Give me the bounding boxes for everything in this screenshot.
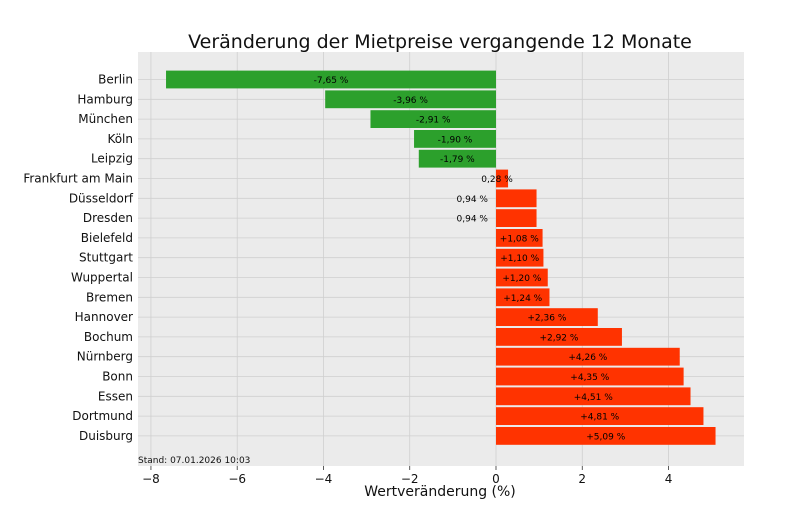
x-tick-label: −6 xyxy=(228,472,246,486)
bar-düsseldorf xyxy=(495,189,537,208)
bar-leipzig xyxy=(418,149,496,168)
timestamp-annotation: Stand: 07.01.2026 10:03 xyxy=(138,456,250,466)
bar-frankfurt-am-main xyxy=(495,169,509,188)
data-label: -1,79 % xyxy=(440,155,475,165)
bar-bonn xyxy=(495,367,684,386)
bar-nürnberg xyxy=(495,347,680,366)
category-label: Dortmund xyxy=(72,409,133,423)
x-axis-label: Wertveränderung (%) xyxy=(364,484,516,500)
category-label: Stuttgart xyxy=(79,251,133,265)
data-labels: -7,65 % -3,96 % -2,91 % -1,90 % -1,79 % 0,28 … xyxy=(314,76,626,442)
data-label: +4,35 % xyxy=(570,373,609,383)
category-label: Bonn xyxy=(102,370,133,384)
chart-title: Veränderung der Mietpreise vergangende 1… xyxy=(188,31,692,53)
category-label: Dresden xyxy=(83,211,133,225)
bar-dresden xyxy=(495,209,537,227)
data-label: 0,94 % xyxy=(457,215,489,225)
x-tick-label: −2 xyxy=(401,472,419,486)
bar-bochum xyxy=(495,328,622,346)
bar-hannover xyxy=(495,308,598,326)
x-tick-label: −4 xyxy=(315,472,333,486)
bar-bremen xyxy=(495,288,550,307)
category-labels: Berlin Hamburg München Köln Leipzig Frankfurt… xyxy=(23,73,133,443)
category-label: Bochum xyxy=(84,330,133,344)
x-tick-label: 0 xyxy=(492,472,500,486)
data-label: -1,90 % xyxy=(438,135,473,145)
data-label: +1,08 % xyxy=(500,234,539,244)
category-label: Duisburg xyxy=(79,429,133,443)
data-label: +4,81 % xyxy=(580,413,619,423)
category-label: Frankfurt am Main xyxy=(23,172,133,186)
data-label: -7,65 % xyxy=(314,76,349,86)
data-label: 0,94 % xyxy=(457,195,489,205)
data-label: -3,96 % xyxy=(393,96,428,106)
bar-münchen xyxy=(370,110,496,128)
bar-wuppertal xyxy=(495,268,548,287)
data-label: +2,36 % xyxy=(527,314,566,324)
x-tick-label: 4 xyxy=(665,472,673,486)
bar-bielefeld xyxy=(495,229,543,247)
data-label: +5,09 % xyxy=(586,432,625,442)
data-label: -2,91 % xyxy=(416,116,451,126)
x-tick-label: 2 xyxy=(578,472,586,486)
data-label: +1,20 % xyxy=(502,274,541,284)
bar-berlin xyxy=(166,70,496,89)
category-label: Bielefeld xyxy=(81,231,133,245)
category-label: Hamburg xyxy=(77,92,133,106)
category-label: Essen xyxy=(98,389,133,403)
category-label: Düsseldorf xyxy=(69,191,134,205)
data-label: +1,24 % xyxy=(503,294,542,304)
bar-köln xyxy=(414,130,496,148)
bars xyxy=(166,70,716,445)
x-axis-ticks: −8 −6 −4 −2 0 2 4 xyxy=(142,466,672,486)
category-label: Berlin xyxy=(98,73,133,87)
category-label: Köln xyxy=(107,132,133,146)
category-label: Leipzig xyxy=(91,152,133,166)
data-label: +4,26 % xyxy=(568,353,607,363)
category-label: Hannover xyxy=(75,310,133,324)
data-label: +2,92 % xyxy=(539,333,578,343)
data-label: 0,28 % xyxy=(481,175,513,185)
bar-hamburg xyxy=(325,90,496,109)
data-label: +1,10 % xyxy=(500,254,539,264)
bar-dortmund xyxy=(495,407,704,425)
data-label: +4,51 % xyxy=(574,393,613,403)
x-tick-label: −8 xyxy=(142,472,160,486)
category-label: Wuppertal xyxy=(71,271,133,285)
bar-essen xyxy=(495,387,691,406)
bar-stuttgart xyxy=(495,248,544,267)
category-label: München xyxy=(78,112,133,126)
bar-duisburg xyxy=(495,427,716,445)
category-label: Bremen xyxy=(86,290,133,304)
category-label: Nürnberg xyxy=(77,350,133,364)
